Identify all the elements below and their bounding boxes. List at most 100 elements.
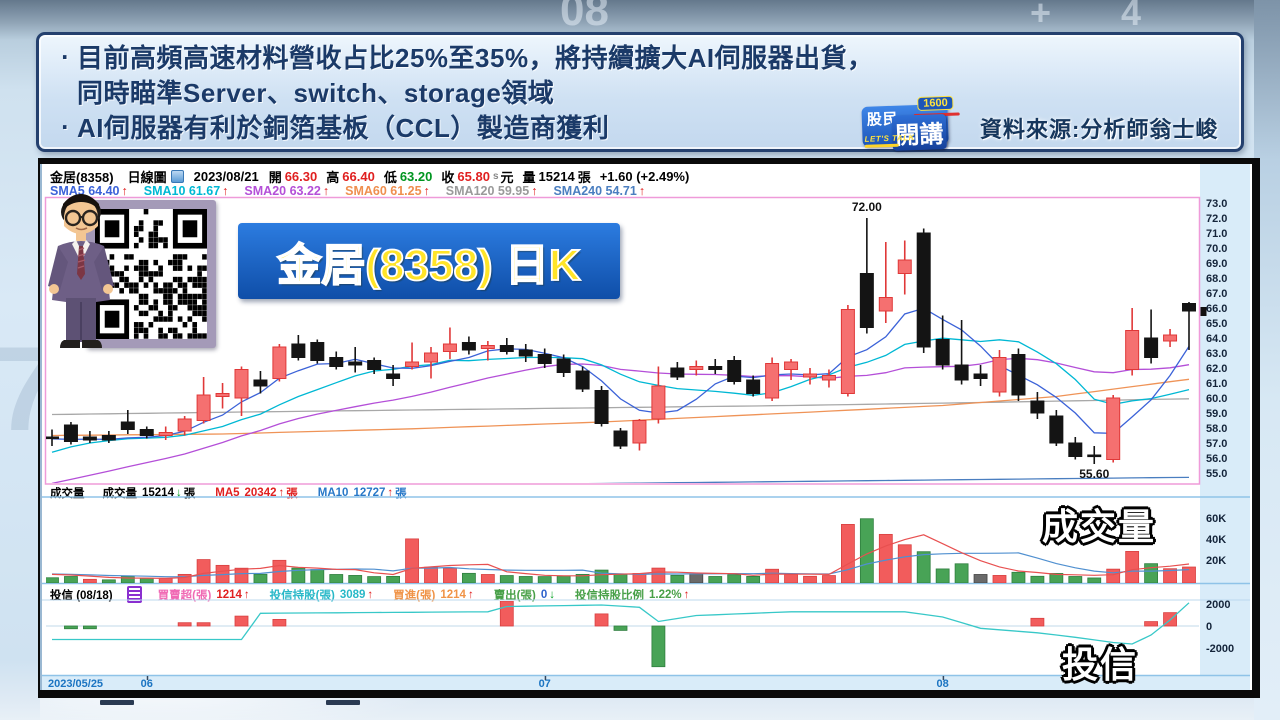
svg-text:60K: 60K: [1206, 513, 1226, 525]
header-text: ↑: [222, 184, 229, 198]
background-digit: + 4: [1030, 0, 1172, 33]
header-text: ↑: [531, 184, 538, 198]
stock-name: 金居(8358): [50, 170, 114, 185]
fund-buy: 1214: [440, 588, 466, 601]
sma-legend-row: SMA5 64.40 ↑ SMA10 61.67 ↑ SMA20 63.22 ↑ SMA60…: [50, 184, 645, 198]
header-text: ↑: [322, 184, 330, 198]
stock-chart-canvas[interactable]: 73.0 72.0 71.0 70.0 69.0 68.0 67.0 66.0 65.0 64.0…: [42, 164, 1250, 690]
slide-chart-title: 金居(8358) 日K: [238, 223, 620, 299]
header-text: 張: [395, 488, 407, 500]
header-text: 張: [286, 488, 298, 500]
open-value: 66.30: [284, 169, 318, 184]
header-text: MA5: [215, 487, 240, 499]
header-text: 買賣超(張): [157, 589, 212, 602]
svg-text:72.0: 72.0: [1206, 213, 1227, 225]
low-value: 63.20: [399, 169, 433, 184]
low-annotation: 55.60: [1079, 467, 1109, 481]
svg-text:65.0: 65.0: [1206, 318, 1227, 330]
svg-text:59.0: 59.0: [1206, 408, 1227, 420]
background-digit: 08: [560, 0, 609, 35]
svg-text:40K: 40K: [1206, 534, 1226, 546]
show-logo: 股民 1600 開講 LET'S TALK: [861, 95, 973, 151]
sma20: SMA20 63.22: [244, 184, 321, 198]
price-header-row: 金居(8358) 日線圖 2023/08/21 開 66.30 高 66.40 低 63.20 收…: [50, 167, 689, 186]
header-text: 張: [183, 488, 196, 500]
header-text: 買進(張): [393, 589, 436, 602]
svg-text:60.0: 60.0: [1206, 393, 1227, 405]
high-value: 66.40: [342, 169, 375, 184]
svg-text:2000: 2000: [1206, 599, 1230, 611]
bullet-icon: ‧: [61, 47, 69, 69]
sma10: SMA10 61.67: [143, 184, 221, 198]
banner-line-2: 同時瞄準Server、switch、storage領域: [77, 78, 555, 108]
svg-text:66.0: 66.0: [1206, 303, 1227, 315]
banner-line-3: ‧ AI伺服器有利於銅箔基板（CCL）製造商獲利: [53, 111, 1231, 146]
fund-holding: 3089: [339, 588, 366, 601]
fund-net: 1214: [216, 588, 242, 601]
svg-text:56.0: 56.0: [1206, 453, 1227, 465]
header-text: 元: [500, 170, 514, 185]
bullet-icon: ‧: [61, 117, 69, 139]
fund-watermark: 投信: [1062, 644, 1139, 685]
x-axis-label: 07: [539, 678, 551, 690]
fund-pane-title: 投信 (08/18): [50, 589, 113, 602]
fund-sell: 0: [540, 588, 548, 601]
svg-text:-2000: -2000: [1206, 643, 1234, 655]
chart-type: 日線圖: [127, 170, 167, 185]
header-text: 高: [326, 170, 340, 185]
svg-text:68.0: 68.0: [1206, 273, 1227, 285]
svg-text:69.0: 69.0: [1206, 258, 1227, 270]
header-text: 投信持股比例: [575, 589, 645, 602]
header-text: ↑: [278, 487, 285, 499]
fund-ratio: 1.22%: [649, 588, 682, 601]
volume-watermark: 成交量: [1042, 506, 1157, 547]
header-text: ↑: [387, 487, 394, 499]
close-value: 65.80: [457, 169, 490, 184]
fund-grid-icon: [126, 586, 142, 603]
volume-value: 15214: [538, 169, 575, 184]
header-text: MA10: [317, 487, 349, 499]
date: 2023/08/21: [193, 169, 259, 184]
sma240: SMA240 54.71: [553, 184, 637, 198]
x-axis-label: 08: [937, 678, 949, 690]
fund-header-row: 投信 (08/18) 買賣超(張) 1214 ↑ 投信持股(張) 3089 ↑ 買進(張) 12…: [50, 586, 689, 603]
header-text: 賣出(張): [493, 589, 536, 602]
svg-text:73.0: 73.0: [1206, 198, 1227, 210]
svg-text:61.0: 61.0: [1206, 378, 1227, 390]
sma5: SMA5 64.40: [50, 184, 120, 198]
header-text: 低: [383, 170, 397, 185]
svg-text:57.0: 57.0: [1206, 438, 1227, 450]
header-text: ↑: [367, 588, 374, 601]
chart-window: 金居(8358) 日線圖 2023/08/21 開 66.30 高 66.40 低 63.20 收…: [38, 158, 1260, 698]
svg-text:67.0: 67.0: [1206, 288, 1227, 300]
high-annotation: 72.00: [852, 200, 882, 214]
headline-banner: ‧ 目前高頻高速材料營收占比25%至35%，將持續擴大AI伺服器出貨， 同時瞄準…: [36, 32, 1244, 152]
header-text: 投信持股(張): [269, 589, 335, 602]
header-text: 張: [577, 170, 591, 185]
header-text: ↑: [467, 588, 474, 601]
svg-text:62.0: 62.0: [1206, 363, 1227, 375]
background-dash: [100, 700, 134, 705]
header-text: 開: [268, 170, 282, 185]
sma120: SMA120 59.95: [445, 184, 530, 198]
sma60: SMA60 61.25: [345, 184, 422, 198]
svg-text:20K: 20K: [1206, 555, 1226, 567]
analyst-avatar: [38, 190, 138, 352]
vol-today: 15214: [142, 487, 174, 499]
header-text: ↓: [175, 487, 182, 499]
dropdown-icon: [170, 170, 184, 183]
svg-text:70.0: 70.0: [1206, 243, 1227, 255]
vol-ma10: 12727: [353, 487, 386, 499]
x-axis-label: 06: [141, 678, 153, 690]
header-text: s: [492, 171, 499, 182]
background-dash: [326, 700, 360, 705]
header-text: ↑: [243, 588, 250, 601]
header-text: 收: [441, 170, 455, 185]
header-text: ↑: [121, 184, 128, 198]
banner-line-1: ‧ 目前高頻高速材料營收占比25%至35%，將持續擴大AI伺服器出貨，: [53, 41, 1231, 76]
change-value: +1.60 (+2.49%): [599, 169, 690, 184]
header-text: ↑: [638, 184, 646, 198]
header-text: ↑: [423, 184, 430, 198]
x-axis-label: 2023/05/25: [48, 678, 103, 690]
